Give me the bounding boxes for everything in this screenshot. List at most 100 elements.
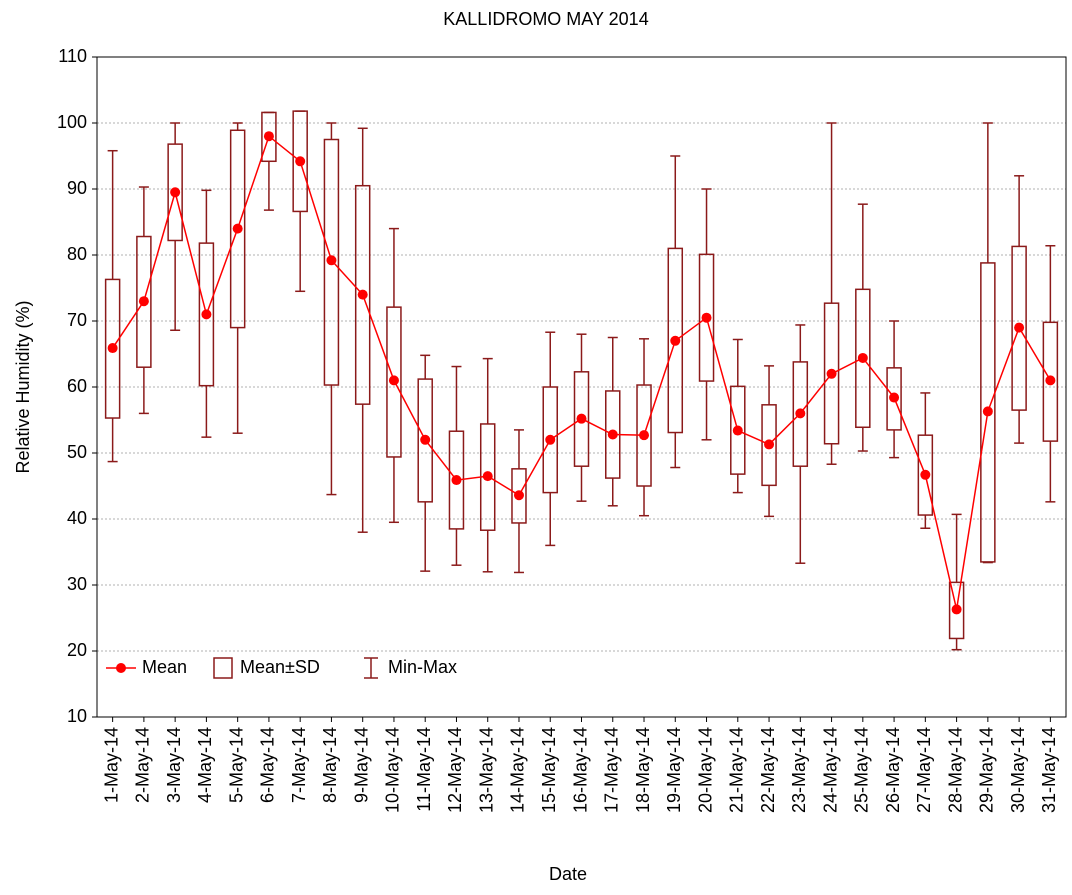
x-tick-label: 20-May-14: [695, 727, 715, 813]
sd-box: [354, 184, 371, 405]
sd-box: [886, 367, 902, 431]
sd-box: [261, 111, 277, 163]
x-tick-label: 15-May-14: [539, 727, 559, 813]
mean-point: [420, 434, 431, 445]
x-tick-label: 6-May-14: [258, 727, 278, 803]
x-tick-label: 9-May-14: [351, 727, 371, 803]
y-tick-label: 90: [67, 178, 87, 198]
x-tick-label: 19-May-14: [664, 727, 684, 813]
mean-point: [107, 343, 118, 354]
mean-point: [513, 490, 524, 501]
mean-point: [576, 413, 587, 424]
mean-point: [451, 475, 462, 486]
x-tick-label: 10-May-14: [383, 727, 403, 813]
legend-mean-marker: [116, 663, 126, 673]
mean-point: [1045, 375, 1056, 386]
mean-point: [232, 223, 243, 234]
y-tick-label: 40: [67, 508, 87, 528]
x-tick-label: 18-May-14: [633, 727, 653, 813]
sd-box: [792, 361, 809, 467]
sd-box: [292, 110, 308, 213]
legend-label: Mean±SD: [240, 657, 320, 677]
sd-box: [511, 468, 527, 524]
chart-title: KALLIDROMO MAY 2014: [443, 9, 648, 29]
mean-point: [857, 352, 868, 363]
x-tick-label: 12-May-14: [445, 727, 465, 813]
x-tick-label: 7-May-14: [289, 727, 309, 803]
x-tick-label: 31-May-14: [1039, 727, 1059, 813]
x-tick-label: 5-May-14: [226, 727, 246, 803]
mean-point: [701, 312, 712, 323]
sd-box: [1042, 321, 1059, 442]
sd-box: [136, 235, 152, 368]
mean-line: [112, 134, 1052, 610]
mean-point: [826, 368, 837, 379]
sd-box: [417, 378, 433, 503]
x-tick-label: 27-May-14: [914, 727, 934, 813]
mean-point: [138, 296, 149, 307]
x-tick-label: 21-May-14: [727, 727, 747, 813]
sd-box: [104, 278, 121, 419]
sd-box: [855, 288, 871, 429]
sd-box: [542, 386, 558, 494]
y-tick-label: 30: [67, 574, 87, 594]
sd-box: [948, 581, 965, 640]
mean-point: [732, 425, 743, 436]
x-tick-label: 11-May-14: [414, 727, 434, 812]
x-tick-label: 13-May-14: [476, 727, 496, 813]
mean-point: [170, 187, 181, 198]
mean-point: [482, 471, 493, 482]
sd-box: [229, 129, 246, 329]
x-tick-label: 29-May-14: [977, 727, 997, 813]
sd-box: [823, 302, 840, 445]
sd-box: [761, 404, 777, 487]
mean-point: [326, 255, 337, 266]
x-tick-label: 1-May-14: [101, 727, 121, 803]
x-tick-label: 28-May-14: [945, 727, 965, 813]
mean-point: [670, 335, 681, 346]
legend-box-icon: [213, 657, 233, 679]
mean-point: [295, 156, 306, 167]
y-tick-label: 110: [58, 46, 87, 66]
mean-point: [639, 430, 650, 441]
x-axis-label: Date: [549, 864, 587, 884]
sd-box: [386, 306, 402, 458]
y-tick-label: 70: [67, 310, 87, 330]
y-tick-label: 20: [67, 640, 87, 660]
sd-box: [198, 242, 215, 387]
mean-point: [201, 309, 212, 320]
mean-point: [357, 289, 368, 300]
x-tick-label: 16-May-14: [570, 727, 590, 813]
x-tick-label: 24-May-14: [820, 727, 840, 813]
x-tick-label: 30-May-14: [1008, 727, 1028, 813]
y-tick-label: 80: [67, 244, 87, 264]
x-tick-label: 23-May-14: [789, 727, 809, 813]
x-tick-label: 26-May-14: [883, 727, 903, 813]
sd-box: [667, 247, 684, 434]
y-tick-label: 10: [67, 706, 87, 726]
x-tick-label: 22-May-14: [758, 727, 778, 813]
x-tick-label: 4-May-14: [195, 727, 215, 803]
sd-box: [917, 434, 934, 516]
x-tick-label: 8-May-14: [320, 727, 340, 803]
mean-point: [889, 392, 900, 403]
mean-point: [920, 469, 931, 480]
mean-point: [1014, 322, 1025, 333]
sd-box: [698, 253, 715, 382]
y-tick-label: 100: [57, 112, 87, 132]
sd-box: [448, 430, 465, 530]
sd-box: [1011, 245, 1027, 411]
mean-point: [795, 408, 806, 419]
mean-point: [607, 429, 618, 440]
sd-box: [980, 262, 996, 563]
sd-box: [573, 371, 590, 467]
sd-box: [167, 143, 183, 242]
mean-point: [545, 434, 556, 445]
mean-point: [951, 604, 962, 615]
mean-point: [982, 406, 993, 417]
x-tick-label: 14-May-14: [508, 727, 528, 813]
x-tick-label: 25-May-14: [852, 727, 872, 813]
x-tick-label: 2-May-14: [133, 727, 153, 803]
y-axis-label: Relative Humidity (%): [13, 300, 33, 473]
